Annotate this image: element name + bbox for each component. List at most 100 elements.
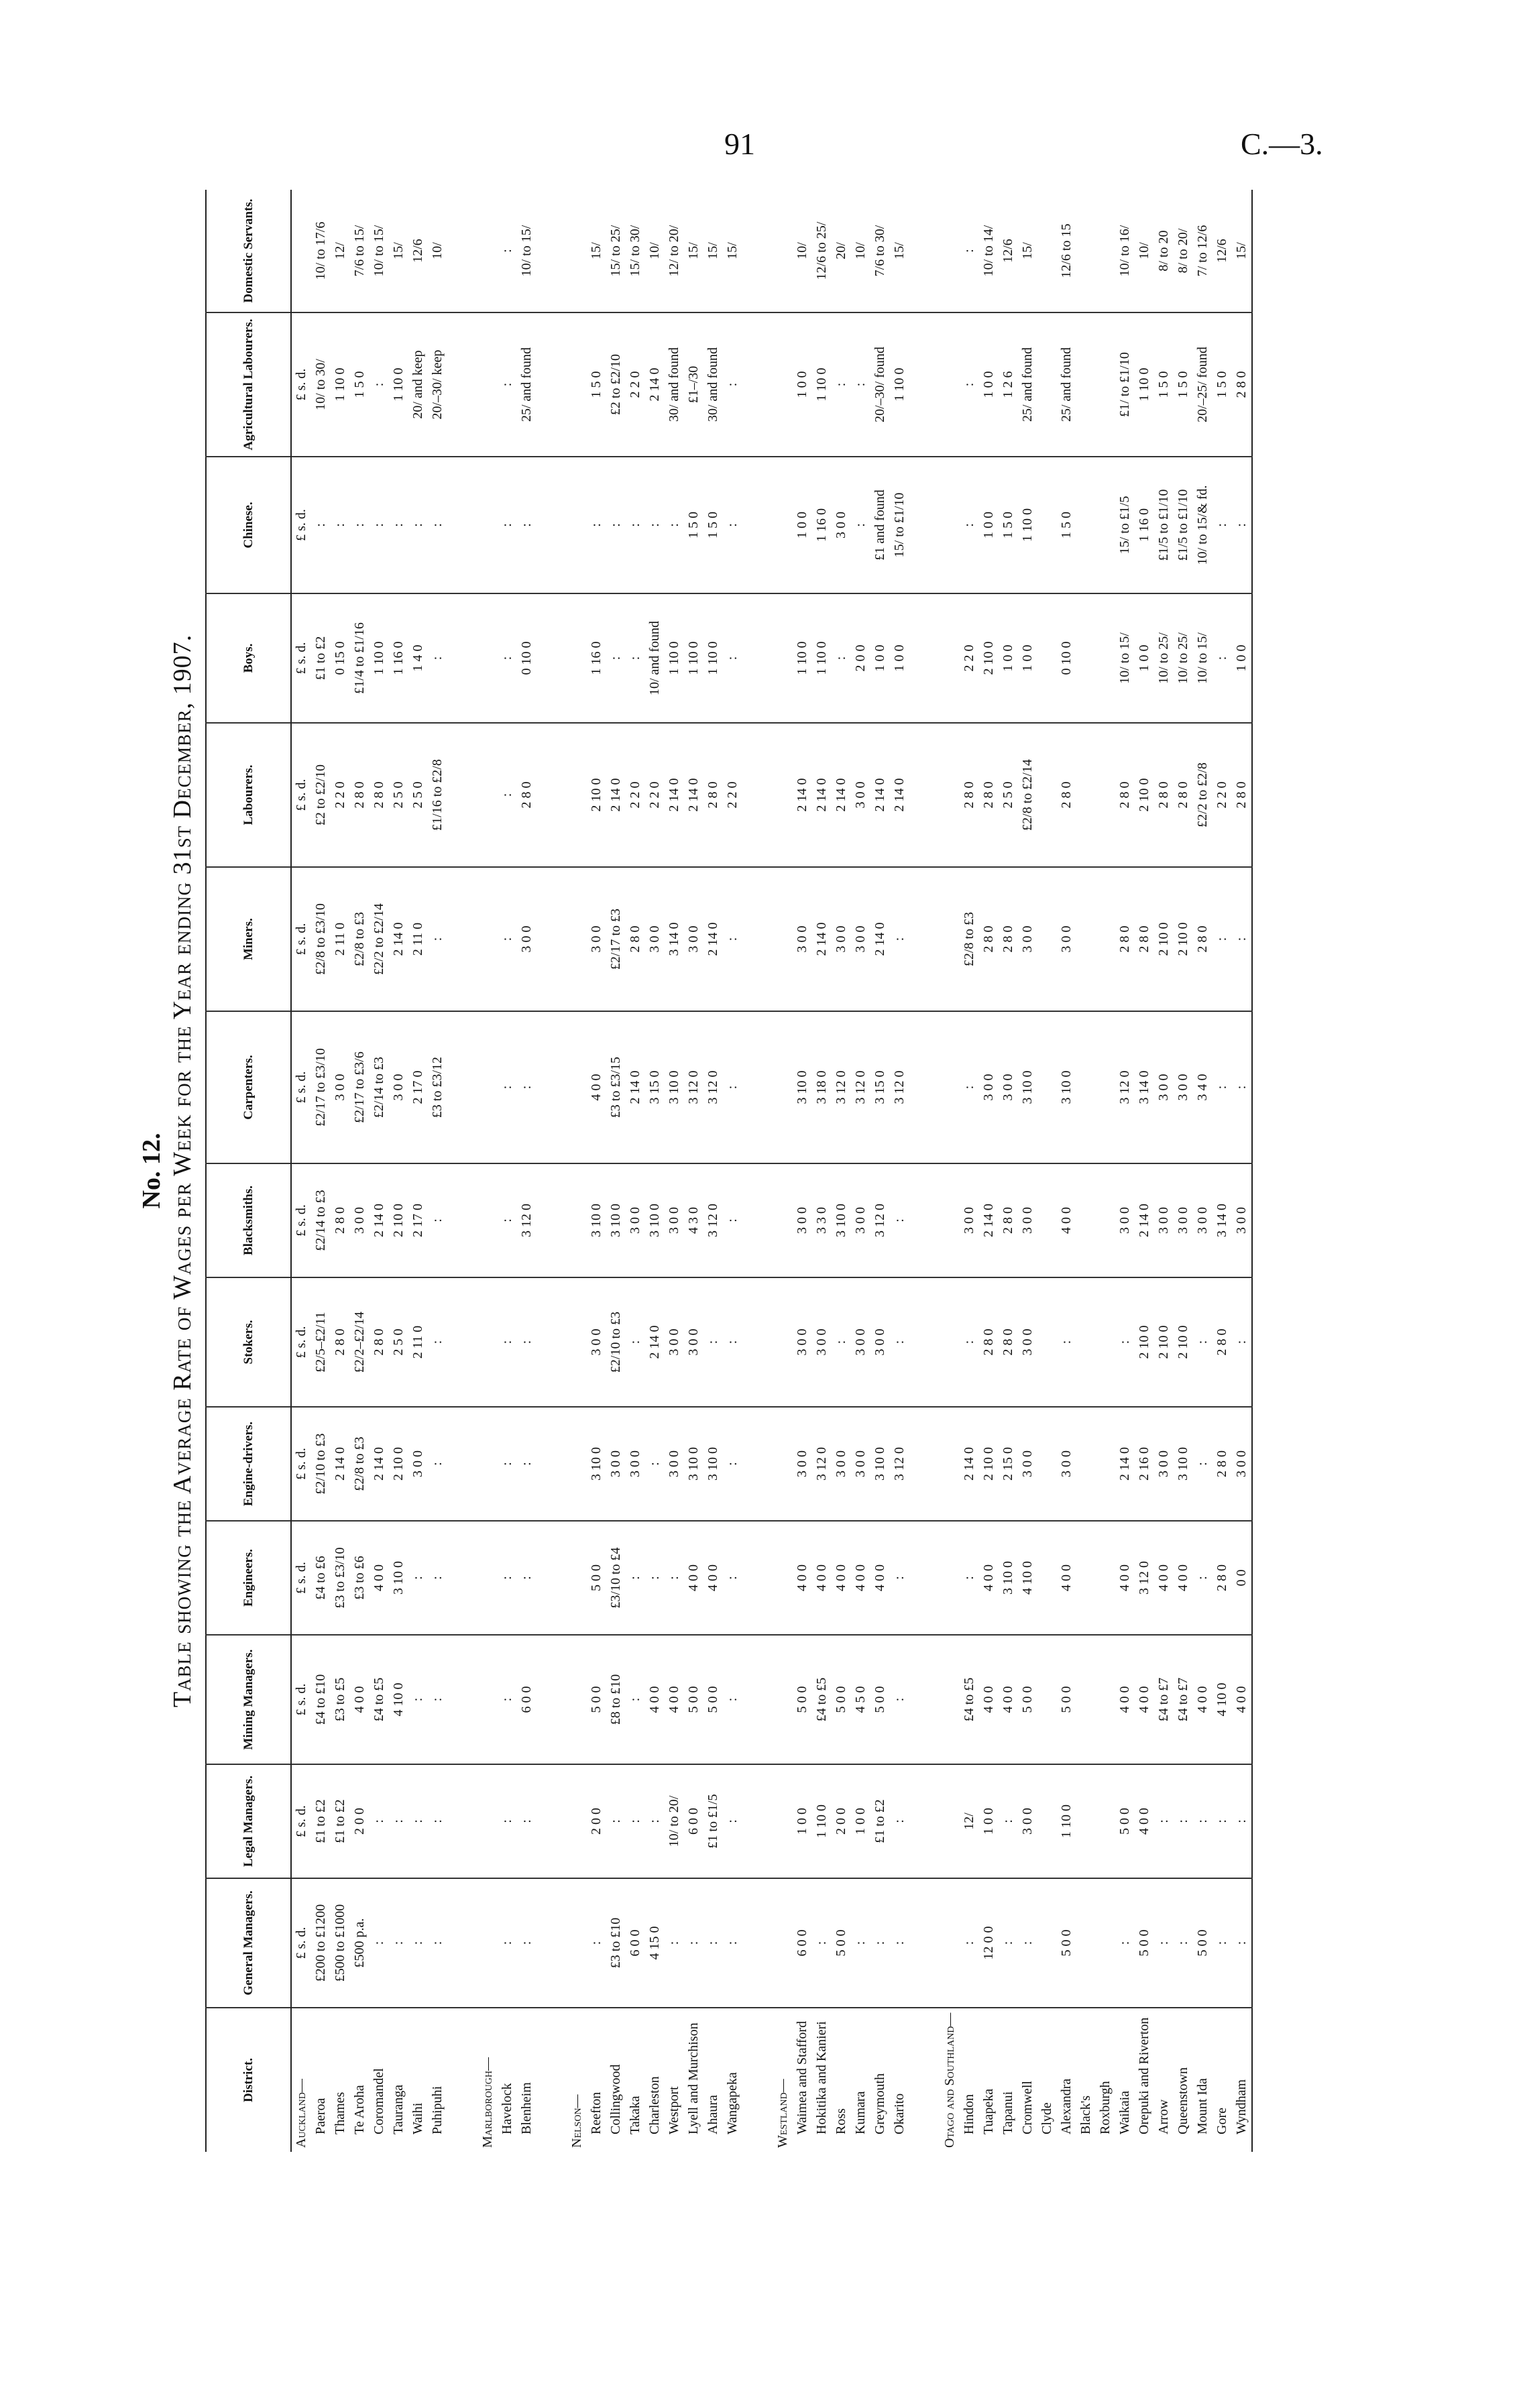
empty-cell: [1037, 1521, 1057, 1635]
gap-cell: [447, 457, 478, 593]
empty-cell: [567, 457, 587, 593]
district-row: Wangapeka:::::::::2 2 0:::15/: [723, 190, 742, 2152]
empty-cell: [1096, 1277, 1115, 1407]
wage-cell: :: [428, 1635, 447, 1764]
wage-cell: 1 16 0: [389, 593, 408, 723]
wage-cell: 5 0 0: [832, 1635, 851, 1764]
gap-cell: [537, 593, 567, 723]
empty-cell: [940, 1277, 960, 1407]
wage-cell: :: [723, 593, 742, 723]
wage-cell: 3 0 0: [1018, 1407, 1037, 1521]
wage-cell: 2 8 0: [1213, 1407, 1232, 1521]
district-name: Queenstown: [1176, 2067, 1190, 2134]
wage-cell: 3 0 0: [812, 1277, 832, 1407]
gap-cell: [537, 1407, 567, 1521]
district-name: Coromandel: [372, 2068, 386, 2134]
wage-cell: 4 0 0: [1174, 1521, 1193, 1635]
wage-cell: 5 0 0: [1057, 1878, 1076, 2008]
wage-cell: 2 8 0: [370, 1277, 389, 1407]
wage-cell: :: [498, 1878, 517, 2008]
wage-cell: 10/ to 16/: [1115, 190, 1135, 312]
wage-cell: 3 0 0: [851, 867, 870, 1011]
wage-cell: :: [389, 1764, 408, 1878]
wage-cell: 2 8 0: [979, 867, 999, 1011]
wage-cell: 25/ and found: [1018, 312, 1037, 457]
district-row: Puhipuhi::::::: £3 to £3/12: £1/16 to £2/8…: [428, 190, 447, 2152]
wage-cell: 1 16 0: [812, 457, 832, 593]
district-name: Kumara: [853, 2091, 868, 2134]
wage-cell: 4 0 0: [665, 1635, 684, 1764]
gap-cell: [909, 1163, 940, 1277]
district-name: Alexandra: [1059, 2078, 1074, 2134]
empty-cell: [940, 1521, 960, 1635]
wage-cell: 12/6: [408, 190, 428, 312]
wage-cell: 3 0 0: [793, 1163, 812, 1277]
wage-cell: 2 2 0: [331, 723, 350, 867]
district-name: Clyde: [1039, 2102, 1054, 2134]
wage-cell: :: [723, 1407, 742, 1521]
wage-cell: 1 5 0: [1154, 312, 1174, 457]
column-header: Legal Managers.: [206, 1764, 291, 1878]
wage-cell: 5 0 0: [1193, 1878, 1213, 2008]
gap-cell: [909, 1521, 940, 1635]
district-name: Ross: [834, 2108, 848, 2134]
wage-cell: 2 10 0: [389, 1407, 408, 1521]
district-row: Paeroa £200 to £1200 £1 to £2 £4 to £10 £4 t…: [311, 190, 331, 2152]
wage-cell: 1 10 0: [389, 312, 408, 457]
wage-cell: £3 to £10: [606, 1878, 626, 2008]
district-name: Ahaura: [706, 2095, 720, 2134]
gap-cell: [742, 1011, 773, 1163]
wage-cell: :: [960, 1521, 979, 1635]
wage-cell: :: [517, 1764, 537, 1878]
wage-cell: 10/: [428, 190, 447, 312]
wage-cell: :: [723, 867, 742, 1011]
wage-cell: 5 0 0: [703, 1635, 723, 1764]
empty-cell: [478, 867, 498, 1011]
empty-cell: [940, 723, 960, 867]
wage-cell: 1 10 0: [1135, 312, 1154, 457]
wage-cell: 15/: [723, 190, 742, 312]
wage-cell: 2 14 0: [606, 723, 626, 867]
empty-cell: [773, 1764, 793, 1878]
empty-cell: [940, 312, 960, 457]
wage-cell: 3 0 0: [517, 867, 537, 1011]
wage-cell: 3 0 0: [1193, 1163, 1213, 1277]
wage-cell: 8/ to 20: [1154, 190, 1174, 312]
wage-cell: :: [1193, 1407, 1213, 1521]
empty-cell: [567, 1163, 587, 1277]
wage-cell: 3 0 0: [1154, 1011, 1174, 1163]
gap-cell: [742, 1878, 773, 2008]
wage-cell: £2/17 to £3: [606, 867, 626, 1011]
district-name: Waihi: [410, 2102, 425, 2134]
wage-cell: :: [1018, 1878, 1037, 2008]
wage-cell: 4 0 0: [1135, 1764, 1154, 1878]
district-name: Havelock: [500, 2083, 514, 2134]
empty-cell: [1037, 723, 1057, 867]
wage-cell: 2 8 0: [999, 1163, 1018, 1277]
wage-cell: 4 10 0: [389, 1635, 408, 1764]
wage-cell: 3 12 0: [890, 1011, 909, 1163]
wage-cell: 1 5 0: [587, 312, 606, 457]
wage-cell: :: [428, 1277, 447, 1407]
wage-cell: £8 to £10: [606, 1635, 626, 1764]
wage-cell: 3 12 0: [684, 1011, 703, 1163]
wage-cell: 3 4 0: [1193, 1011, 1213, 1163]
wage-cell: £4 to £7: [1154, 1635, 1174, 1764]
empty-cell: [773, 1635, 793, 1764]
wage-cell: 1 0 0: [793, 312, 812, 457]
empty-cell: [567, 1635, 587, 1764]
empty-cell: [1076, 1277, 1096, 1407]
wage-cell: 2 14 0: [370, 1407, 389, 1521]
wage-cell: £1 and found: [870, 457, 890, 593]
wage-cell: 3 0 0: [626, 1407, 645, 1521]
wage-cell: :: [832, 1277, 851, 1407]
wage-cell: 2 2 0: [645, 723, 665, 867]
